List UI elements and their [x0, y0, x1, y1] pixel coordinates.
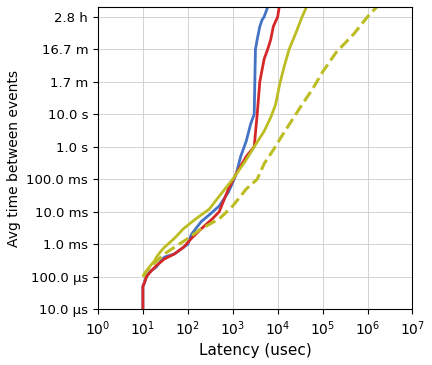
X-axis label: Latency (usec): Latency (usec) — [199, 343, 311, 358]
Y-axis label: Avg time between events: Avg time between events — [7, 70, 21, 247]
